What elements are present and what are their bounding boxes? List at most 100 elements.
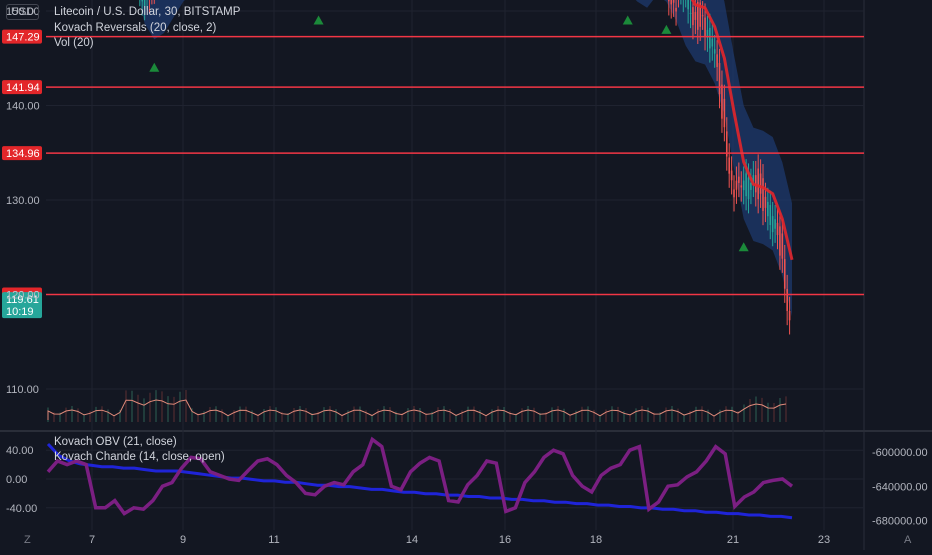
- candle-body: [696, 1, 699, 30]
- x-tick-label: 23: [818, 534, 830, 546]
- x-tick-label: 18: [590, 534, 602, 546]
- candle-body: [725, 131, 728, 157]
- timezone-button[interactable]: Z: [24, 534, 31, 546]
- candle-body: [750, 182, 752, 190]
- level-lines: 184.70174.91169.48158.69147.29141.94134.…: [2, 29, 864, 319]
- candle-body: [713, 49, 716, 54]
- level-label-bg: [2, 80, 42, 95]
- candle-body: [783, 259, 786, 289]
- auto-scale-button[interactable]: A: [904, 534, 912, 546]
- candle-body: [774, 219, 776, 229]
- x-tick-label: 21: [727, 534, 739, 546]
- candle-body: [672, 0, 675, 3]
- candle-body: [721, 84, 723, 119]
- candle-body: [692, 7, 694, 26]
- y-tick-label: 110.00: [6, 384, 39, 396]
- indicator-reversals-label[interactable]: Kovach Reversals (20, close, 2): [54, 22, 217, 34]
- candle-body: [786, 289, 788, 312]
- y-tick-label: 120.00: [6, 290, 40, 302]
- candle-body: [735, 180, 738, 190]
- candle-body: [730, 170, 733, 181]
- candle-body: [701, 15, 704, 17]
- x-tick-label: 11: [268, 534, 279, 546]
- x-tick-label: 16: [499, 534, 511, 546]
- candle-body: [706, 29, 709, 38]
- candle-body: [694, 11, 697, 20]
- up-marker: [622, 15, 633, 25]
- current-price-bg: [2, 292, 42, 319]
- level-label: 141.94: [6, 82, 40, 94]
- osc-tick-label: 40.00: [6, 445, 34, 457]
- reversal-markers: [149, 15, 749, 252]
- obv-tick-label: -640000.00: [872, 481, 928, 493]
- candle-body: [781, 233, 784, 259]
- candle-body: [689, 12, 692, 14]
- band-fill: [139, 0, 792, 317]
- time-axis[interactable]: 7 9 11 14 16 18 21 23: [89, 534, 830, 546]
- up-marker: [313, 15, 324, 25]
- candle-body: [779, 226, 781, 256]
- countdown-label: 10:19: [6, 306, 34, 318]
- oscillator-pane: 40.00 0.00 -40.00 -600000.00 -640000.00 -6800…: [6, 436, 928, 528]
- candle-body: [687, 0, 689, 10]
- level-label: 134.96: [6, 148, 40, 160]
- candle-body: [740, 185, 743, 188]
- candle-body: [675, 7, 677, 12]
- candle-body: [728, 157, 730, 174]
- x-tick-label: 9: [180, 534, 186, 546]
- candle-body: [762, 178, 764, 211]
- currency-button[interactable]: USD: [6, 4, 40, 20]
- up-marker: [738, 242, 749, 252]
- candle-body: [711, 38, 714, 47]
- obv-tick-label: -600000.00: [872, 447, 928, 459]
- chande-line: [46, 436, 794, 516]
- candle-body: [767, 201, 769, 217]
- reversal-band: [139, 0, 792, 317]
- price-axis[interactable]: 110.00120.00130.00140.00150.00160.00170.…: [6, 0, 40, 396]
- candle-body: [668, 0, 670, 2]
- candle-body: [716, 54, 718, 67]
- obv-line: [46, 442, 793, 520]
- volume-ma-line: [47, 399, 787, 420]
- level-label: 147.29: [6, 32, 40, 44]
- level-label-bg: [2, 146, 42, 161]
- up-marker: [661, 24, 672, 34]
- volume-area: [47, 390, 787, 422]
- indicator-chande-label[interactable]: Kovach Chande (14, close, open): [54, 451, 225, 463]
- current-price-label: 119.61: [6, 294, 39, 306]
- candle-body: [723, 98, 726, 128]
- candle-body: [752, 175, 755, 183]
- candle-body: [745, 173, 747, 197]
- osc-tick-label: 0.00: [6, 474, 27, 486]
- candle-body: [771, 216, 774, 233]
- candle-body: [718, 63, 721, 95]
- y-tick-label: 140.00: [6, 101, 40, 113]
- candle-body: [759, 173, 762, 194]
- symbol-title: Litecoin / U.S. Dollar, 30, BITSTAMP: [54, 6, 241, 18]
- candle-body: [699, 2, 702, 27]
- candle-body: [143, 0, 146, 7]
- candles: [139, 0, 794, 335]
- candle-body: [742, 180, 745, 191]
- candle-body: [670, 0, 673, 5]
- candle-body: [733, 189, 735, 198]
- obv-tick-label: -680000.00: [872, 516, 928, 528]
- x-tick-label: 7: [89, 534, 95, 546]
- y-tick-label: 130.00: [6, 195, 40, 207]
- indicator-vol-label[interactable]: Vol (20): [54, 37, 94, 49]
- indicator-obv-label[interactable]: Kovach OBV (21, close): [54, 436, 177, 448]
- candle-body: [757, 168, 759, 200]
- candle-body: [776, 222, 779, 236]
- candle-body: [709, 27, 711, 49]
- candle-body: [769, 205, 772, 225]
- candle-body: [788, 310, 791, 321]
- candle-body: [764, 196, 767, 208]
- candle-body: [738, 176, 740, 183]
- candle-body: [747, 177, 750, 200]
- up-marker: [149, 62, 160, 72]
- y-tick-label: 150.00: [6, 6, 40, 18]
- x-tick-label: 14: [406, 534, 418, 546]
- osc-tick-label: -40.00: [6, 503, 37, 515]
